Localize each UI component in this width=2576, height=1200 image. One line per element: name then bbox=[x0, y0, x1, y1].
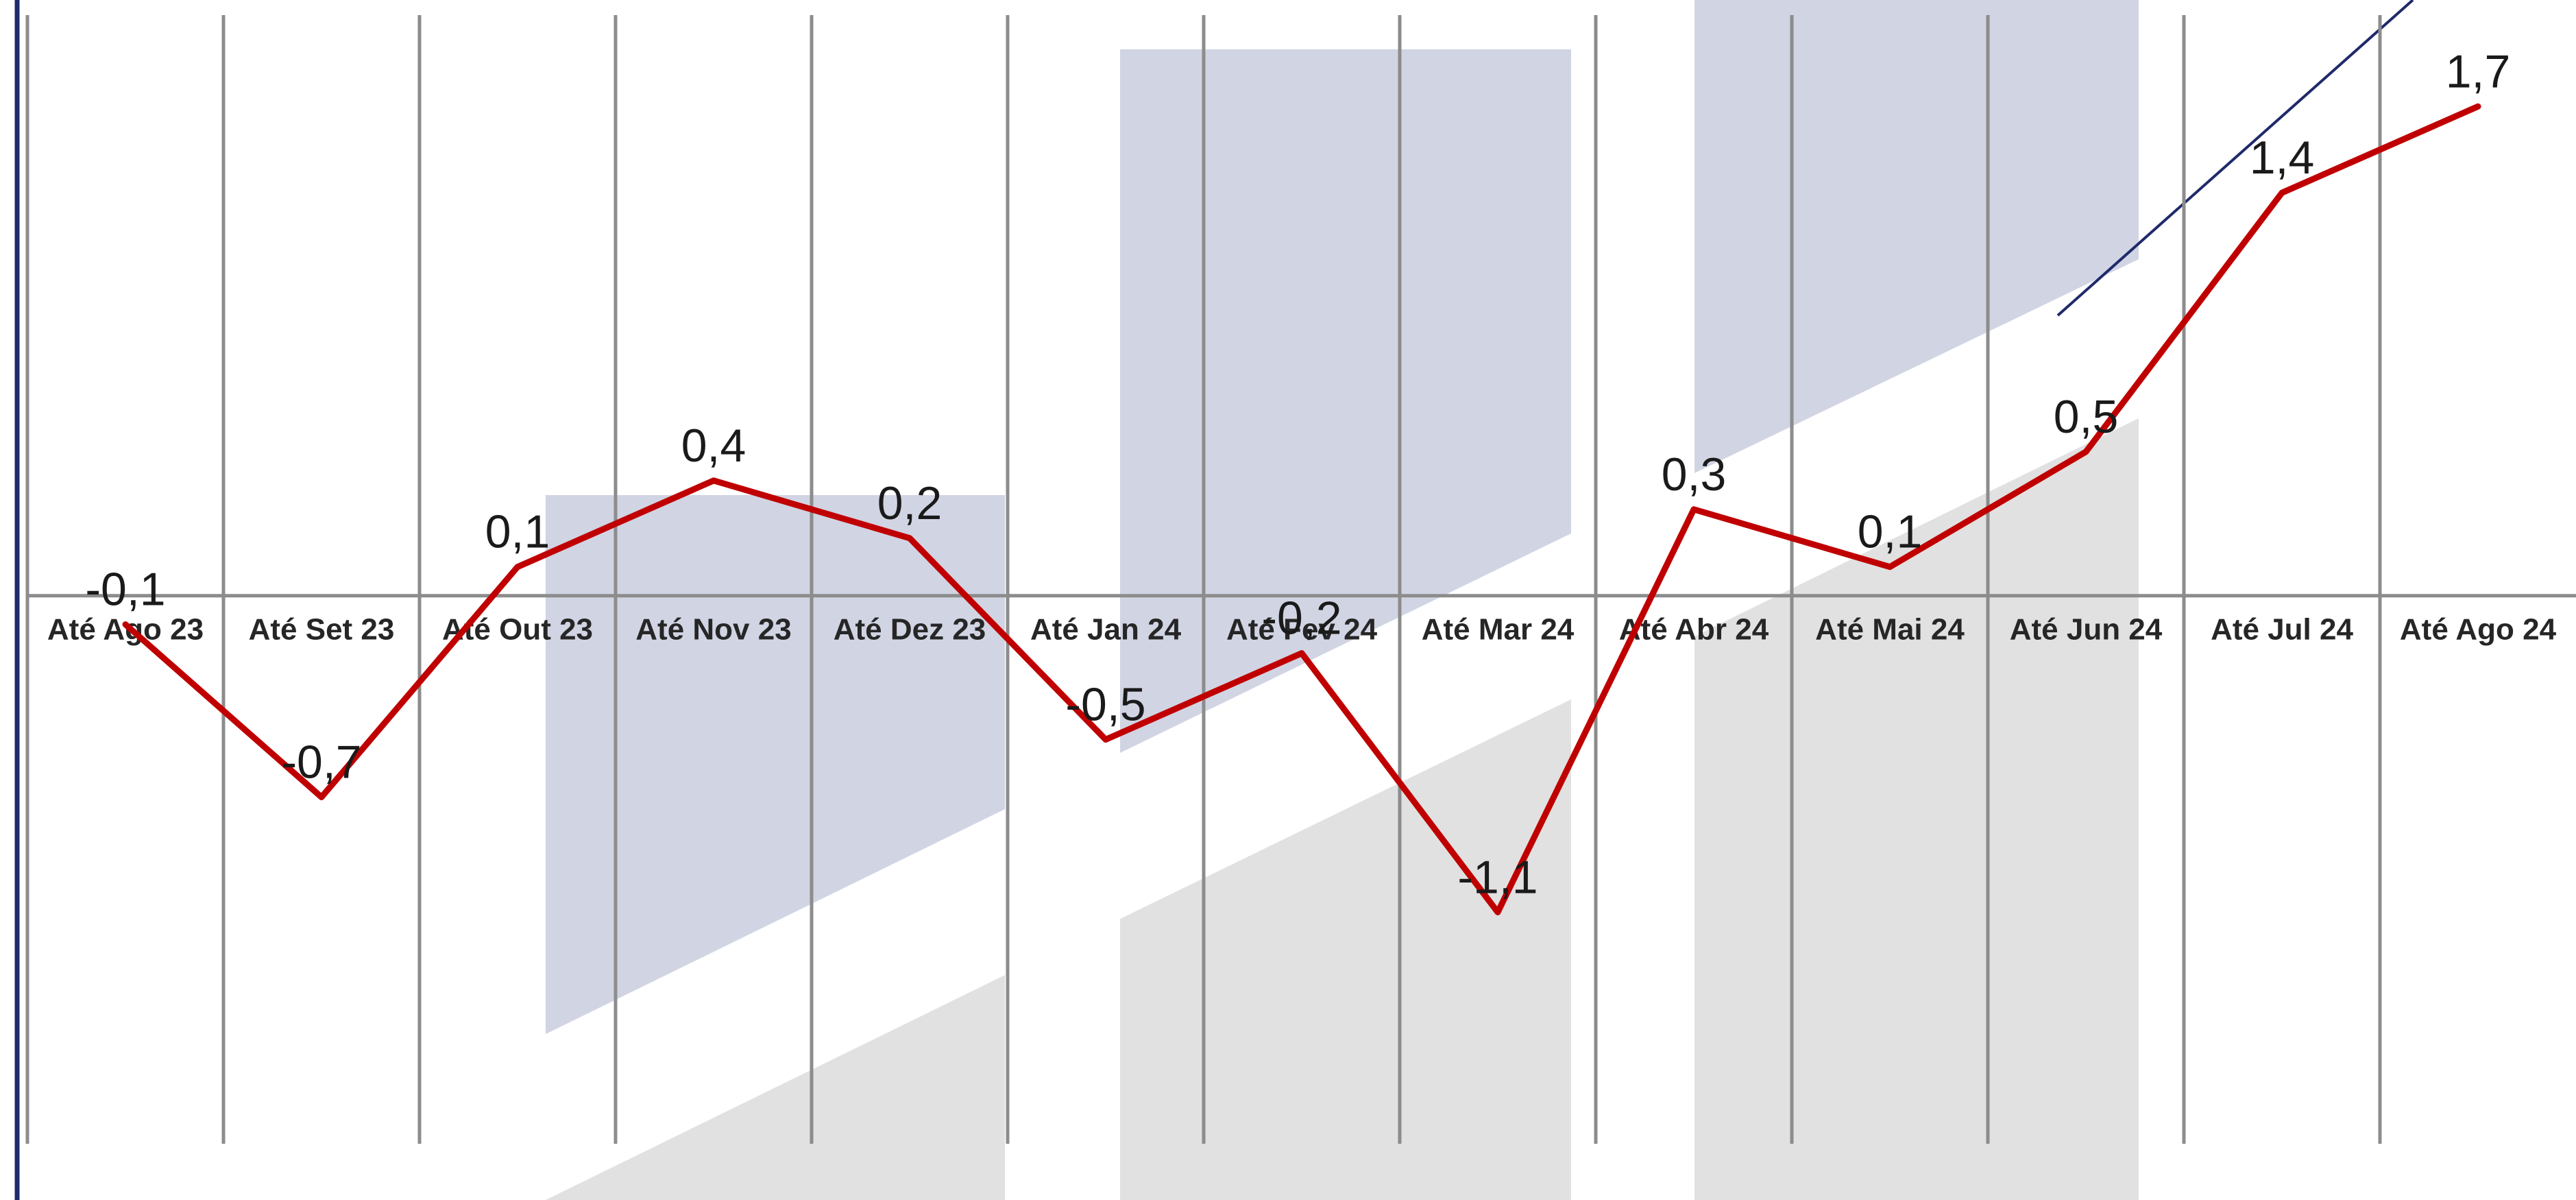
data-label: 1,4 bbox=[2250, 132, 2315, 184]
watermark-gray-block-2 bbox=[1120, 699, 1571, 1200]
watermark-gray-block-3 bbox=[1694, 418, 2139, 1200]
category-label: Até Mar 24 bbox=[1422, 613, 1575, 647]
data-label: 0,4 bbox=[681, 420, 746, 472]
category-label: Até Jul 24 bbox=[2211, 613, 2353, 647]
category-label: Até Nov 23 bbox=[635, 613, 791, 647]
data-label: -0,5 bbox=[1065, 679, 1145, 731]
watermark-blue-block-1 bbox=[546, 495, 1005, 1034]
watermark-diagonal-stroke bbox=[2056, 0, 2414, 317]
category-label: Até Mai 24 bbox=[1815, 613, 1965, 647]
data-label: 0,2 bbox=[877, 477, 943, 529]
background-watermark-logo bbox=[546, 0, 2414, 1200]
series-line bbox=[122, 103, 2481, 915]
data-label: 1,7 bbox=[2446, 45, 2511, 97]
data-label: -0,2 bbox=[1261, 592, 1341, 645]
data-label: -1,1 bbox=[1457, 851, 1538, 903]
data-label: 0,3 bbox=[1662, 448, 1727, 501]
category-axis-labels: Até Ago 23 Até Set 23 Até Out 23 Até Nov 23… bbox=[47, 613, 2557, 647]
category-label: Até Ago 23 bbox=[47, 613, 204, 647]
data-label: 0,1 bbox=[1858, 506, 1923, 558]
data-label: 0,1 bbox=[485, 506, 550, 558]
category-label: Até Dez 23 bbox=[834, 613, 986, 647]
category-label: Até Set 23 bbox=[249, 613, 395, 647]
data-label: -0,1 bbox=[85, 564, 165, 616]
category-label: Até Jun 24 bbox=[2010, 613, 2163, 647]
data-labels: -0,1 -0,7 0,1 0,4 0,2 -0,5 -0,2 -1,1 0,3 0,1 0,5 1,… bbox=[85, 45, 2510, 903]
data-label: 0,5 bbox=[2054, 391, 2119, 443]
vertical-gridlines bbox=[25, 15, 2382, 1144]
data-label: -0,7 bbox=[281, 736, 361, 788]
category-label: Até Ago 24 bbox=[2400, 613, 2557, 647]
watermark-gray-block-1 bbox=[546, 975, 1005, 1200]
category-label: Até Jan 24 bbox=[1030, 613, 1182, 647]
watermark-blue-block-3 bbox=[1694, 0, 2139, 473]
category-label: Até Fev 24 bbox=[1226, 613, 1378, 647]
watermark-blue-block-2 bbox=[1120, 49, 1571, 753]
